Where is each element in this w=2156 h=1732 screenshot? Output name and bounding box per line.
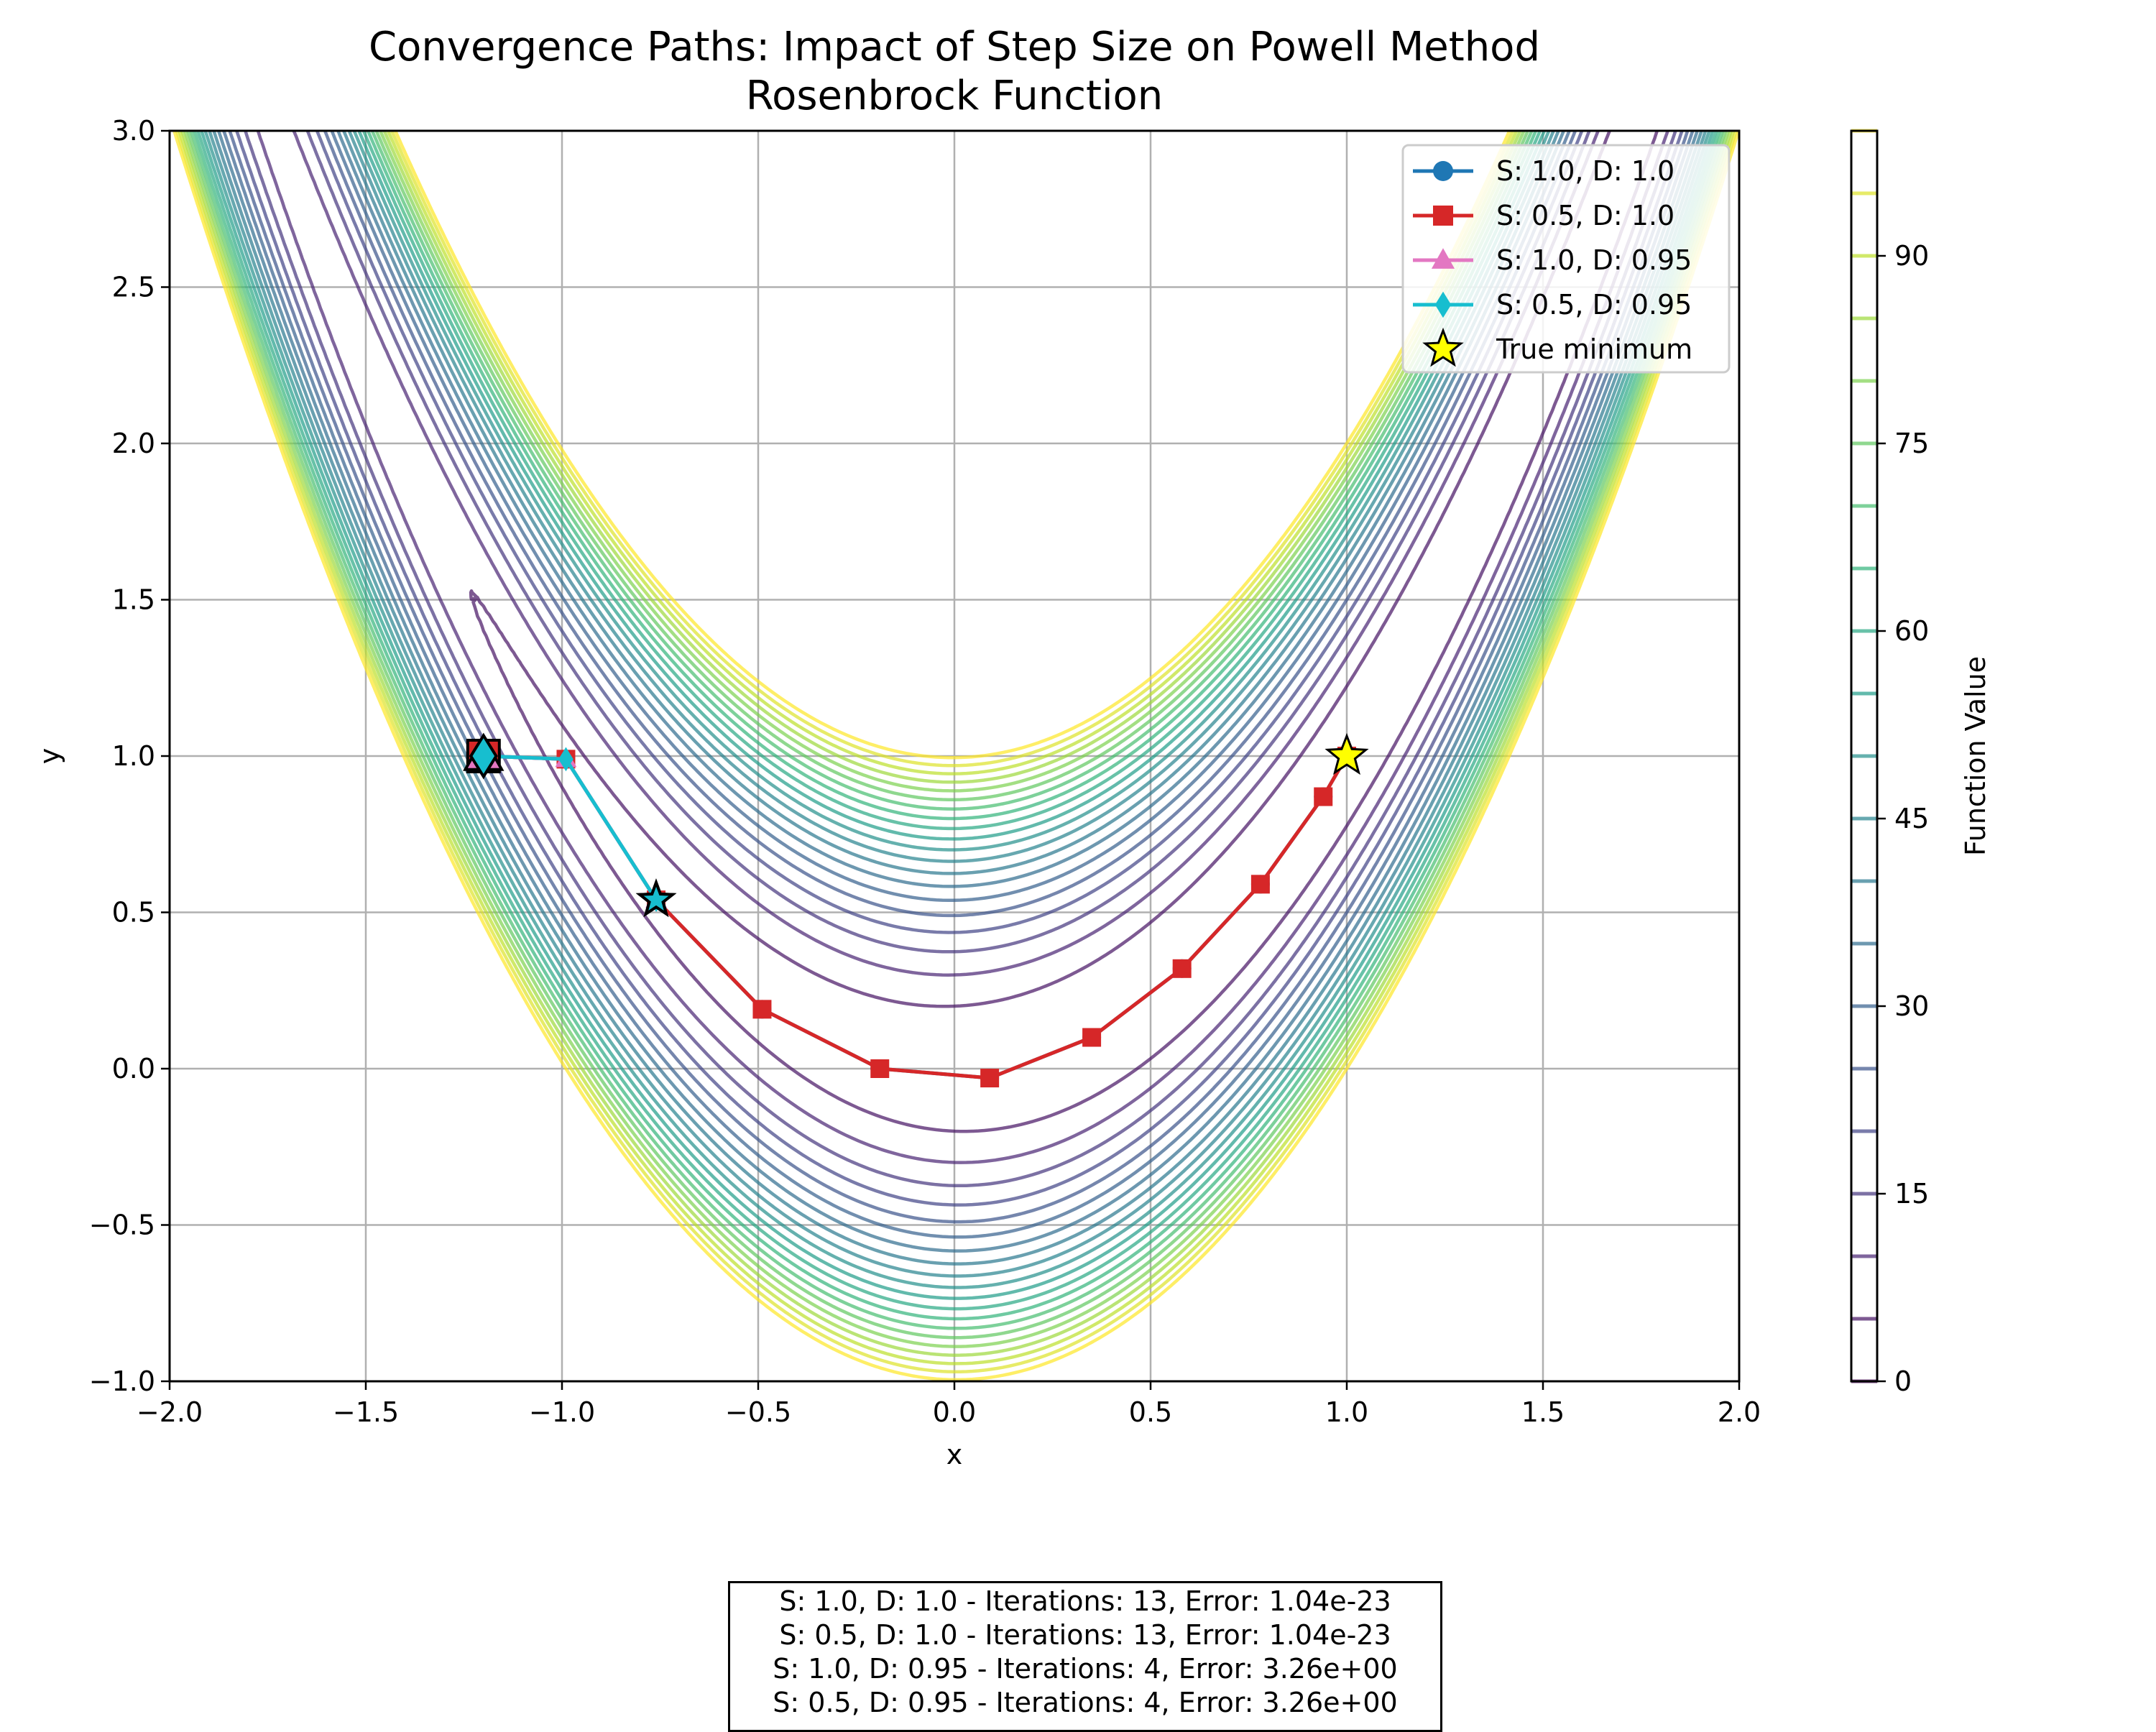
legend-entry: S: 0.5, D: 0.95 <box>1413 289 1692 321</box>
x-axis-label: x <box>946 1439 963 1470</box>
legend-marker <box>1433 161 1453 181</box>
x-tick-label: 1.5 <box>1521 1396 1565 1428</box>
y-tick-label: 1.0 <box>112 740 155 772</box>
summary-line: S: 1.0, D: 1.0 - Iterations: 13, Error: … <box>779 1585 1391 1617</box>
contour-line <box>183 131 1730 1348</box>
y-tick-label: 2.5 <box>112 272 155 303</box>
x-axis-ticks: −2.0 −1.5 −1.0 −0.5 0.0 0.5 1.0 1.5 2.0 <box>137 1381 1761 1428</box>
legend-label: S: 1.0, D: 0.95 <box>1496 244 1692 276</box>
legend-label: True minimum <box>1496 333 1692 365</box>
legend-entry: S: 0.5, D: 1.0 <box>1413 200 1674 231</box>
data-point <box>870 1059 890 1078</box>
data-point <box>752 1000 772 1019</box>
y-tick-label: 3.0 <box>112 115 155 147</box>
y-tick-label: 2.0 <box>112 428 155 459</box>
colorbar: 0 15 30 45 60 75 90 <box>1850 129 1929 1397</box>
legend-label: S: 0.5, D: 1.0 <box>1496 200 1674 231</box>
series-line <box>483 754 1349 1080</box>
series-line <box>483 754 1349 1080</box>
x-tick-label: 1.0 <box>1325 1396 1368 1428</box>
end-marker <box>635 878 677 918</box>
colorbar-tick-label: 75 <box>1894 428 1929 459</box>
true-minimum-marker <box>1325 732 1369 775</box>
x-tick-label: 0.5 <box>1129 1396 1172 1428</box>
legend-entry: S: 1.0, D: 1.0 <box>1413 155 1674 187</box>
y-axis-label: y <box>34 748 65 765</box>
y-tick-label: 0.5 <box>112 897 155 929</box>
y-tick-label: 1.5 <box>112 584 155 616</box>
x-tick-label: −0.5 <box>725 1396 791 1428</box>
legend-label: S: 0.5, D: 0.95 <box>1496 289 1692 321</box>
data-point <box>980 1069 1000 1088</box>
x-tick-label: −2.0 <box>137 1396 203 1428</box>
legend-entry: S: 1.0, D: 0.95 <box>1413 244 1692 276</box>
contour-line <box>178 131 1736 1365</box>
data-point <box>1314 787 1333 806</box>
colorbar-tick-label: 45 <box>1894 803 1929 834</box>
endpoint-markers <box>469 732 677 918</box>
legend-marker <box>1431 248 1455 269</box>
data-point <box>1172 959 1192 978</box>
y-tick-label: 0.0 <box>112 1053 155 1084</box>
contour-line <box>172 131 1739 1381</box>
x-tick-label: −1.0 <box>529 1396 595 1428</box>
summary-line: S: 1.0, D: 0.95 - Iterations: 4, Error: … <box>773 1653 1398 1685</box>
colorbar-frame <box>1850 129 1879 1383</box>
colorbar-label: Function Value <box>1960 656 1991 856</box>
legend-marker <box>1433 206 1453 226</box>
contour-line <box>235 131 1684 1207</box>
summary-line: S: 0.5, D: 0.95 - Iterations: 4, Error: … <box>773 1687 1398 1718</box>
data-point <box>558 747 573 772</box>
y-tick-label: −0.5 <box>89 1210 155 1241</box>
legend: S: 1.0, D: 1.0 S: 0.5, D: 1.0 S: 1.0, D: 0… <box>1401 144 1731 374</box>
colorbar-tick-label: 0 <box>1894 1365 1912 1397</box>
y-tick-label: −1.0 <box>89 1365 155 1397</box>
data-point <box>1082 1028 1102 1047</box>
colorbar-tick-label: 15 <box>1894 1178 1929 1210</box>
legend-marker <box>1434 291 1452 318</box>
summary-line: S: 0.5, D: 1.0 - Iterations: 13, Error: … <box>779 1619 1391 1651</box>
x-tick-label: −1.5 <box>333 1396 399 1428</box>
chart-title: Convergence Paths: Impact of Step Size o… <box>369 24 1540 70</box>
series-paths <box>463 732 1369 1088</box>
colorbar-tick-label: 30 <box>1894 990 1929 1022</box>
colorbar-tick-label: 60 <box>1894 615 1929 647</box>
legend-label: S: 1.0, D: 1.0 <box>1496 155 1674 187</box>
legend-entry: True minimum <box>1422 327 1692 367</box>
contour-line <box>175 131 1738 1373</box>
colorbar-tick-label: 90 <box>1894 240 1929 272</box>
legend-star-icon <box>1422 327 1464 367</box>
y-axis-ticks: −1.0 −0.5 0.0 0.5 1.0 1.5 2.0 2.5 3.0 <box>89 115 170 1397</box>
contour-line <box>180 131 1733 1357</box>
start-marker <box>469 732 498 780</box>
summary-box: S: 1.0, D: 1.0 - Iterations: 13, Error: … <box>728 1581 1442 1732</box>
data-point <box>1250 875 1270 894</box>
x-tick-label: 2.0 <box>1718 1396 1761 1428</box>
chart-subtitle: Rosenbrock Function <box>746 73 1164 119</box>
x-tick-label: 0.0 <box>933 1396 976 1428</box>
legend-box <box>1401 144 1731 374</box>
